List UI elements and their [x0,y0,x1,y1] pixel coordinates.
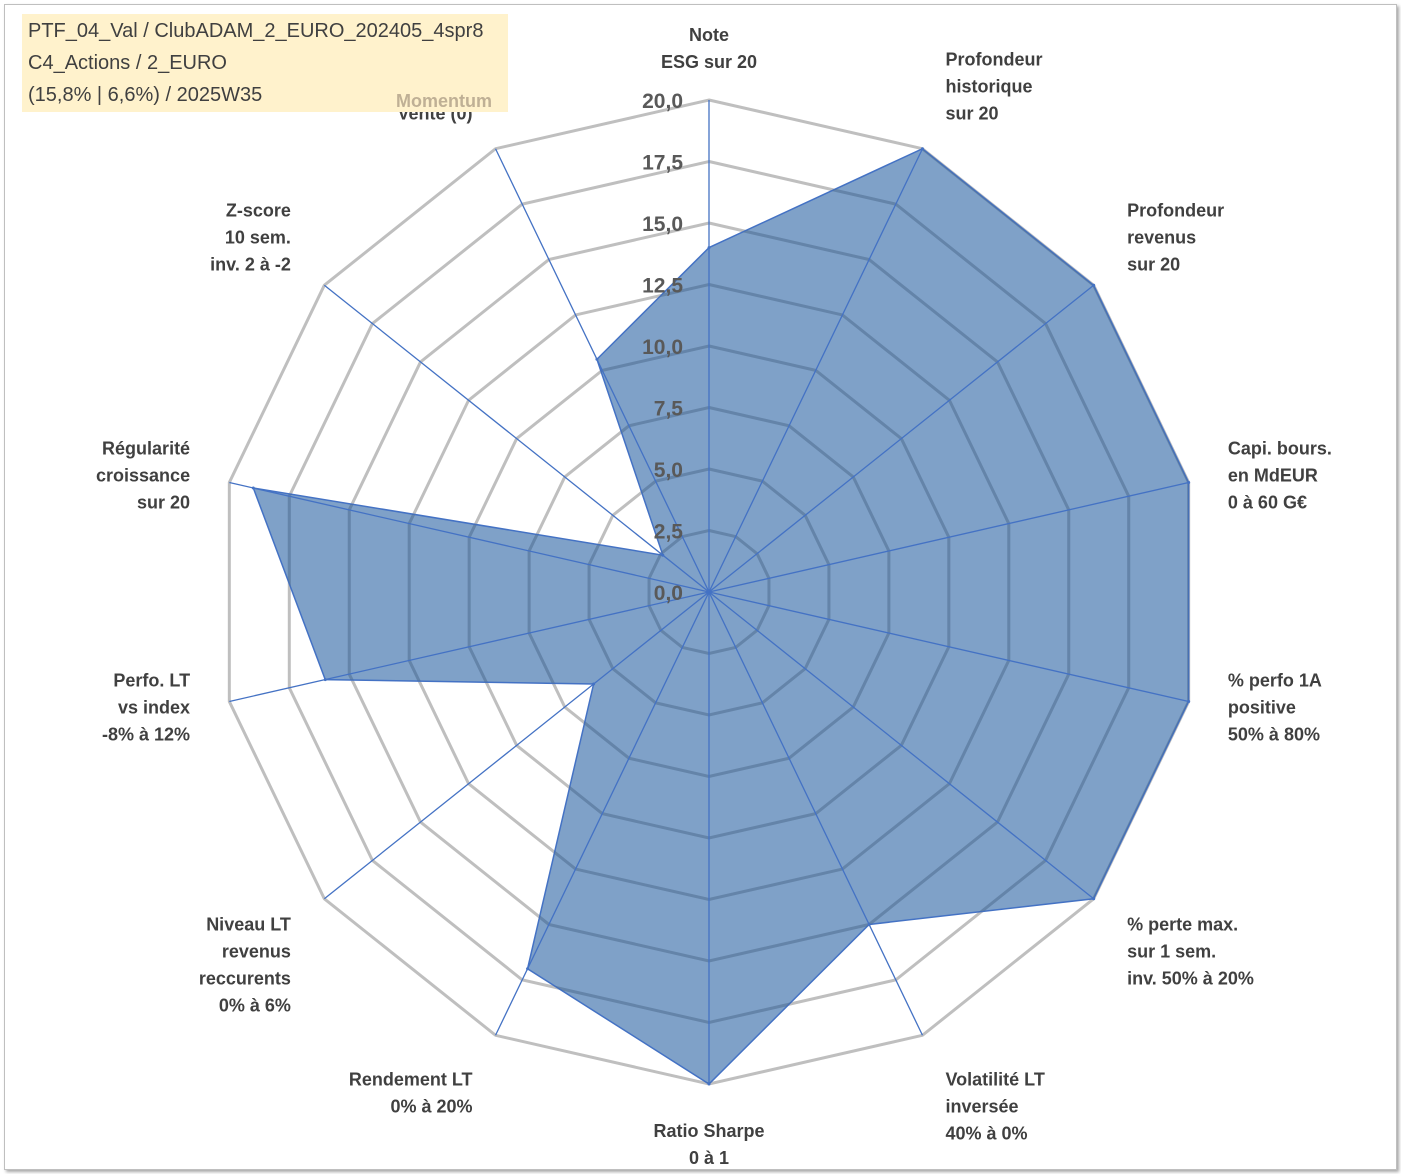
spoke-line [708,284,1095,593]
category-label-line: -8% à 12% [102,725,190,745]
category-label-line: Ratio Sharpe [653,1121,764,1141]
category-label-line: 0 à 60 G€ [1228,492,1307,512]
category-label-line: 10 sem. [225,228,291,248]
category-label: % perte max. sur 1 sem. inv. 50% à 20% [1127,914,1254,988]
category-label-line: Perfo. LT [113,671,190,691]
category-label-line: Note [689,25,729,45]
spoke-line [708,148,924,593]
portfolio-info-box: PTF_04_Val / ClubADAM_2_EURO_202405_4spr… [22,14,508,112]
category-label-line: inversée [945,1096,1018,1116]
spoke-line [229,481,710,593]
category-label: Volatilité LT inversée 40% à 0% [945,1069,1044,1143]
category-label: Note ESG sur 20 [661,25,757,72]
category-label-line: croissance [96,465,190,485]
tick-label: 7,5 [654,398,684,421]
category-label: Profondeur revenus sur 20 [1127,201,1224,275]
portfolio-class: C4_Actions / 2_EURO [28,52,227,74]
tick-label: 10,0 [642,336,683,359]
category-label-line: en MdEUR [1228,465,1318,485]
category-label-line: inv. 50% à 20% [1127,968,1254,988]
category-label-line: Z-score [226,201,291,221]
category-label: Capi. bours. en MdEUR 0 à 60 G€ [1228,438,1332,512]
category-label-line: sur 1 sem. [1127,941,1216,961]
category-label-line: revenus [222,941,291,961]
tick-label: 0,0 [654,582,683,605]
category-label-line: 0 à 1 [689,1148,729,1168]
category-label-line: 40% à 0% [945,1123,1027,1143]
spoke-line [229,591,710,703]
category-label-line: Capi. bours. [1228,438,1332,458]
category-label-line: ESG sur 20 [661,52,757,72]
category-label-line: Rendement LT [349,1069,473,1089]
category-label-line: Régularité [102,438,190,458]
tick-label: 20,0 [642,90,683,113]
category-label: Régularité croissance sur 20 [96,438,190,512]
spoke-line [708,591,1189,703]
category-label-line: positive [1228,698,1296,718]
category-label-line: % perfo 1A [1228,671,1322,691]
category-label-line: sur 20 [137,492,190,512]
category-label-line: Profondeur [945,50,1042,70]
tick-label: 12,5 [642,275,683,298]
category-label: Profondeur historique sur 20 [945,50,1042,124]
category-label-line: Niveau LT [206,914,291,934]
portfolio-stats: (15,8% | 6,6%) / 2025W35 [28,84,263,106]
category-label-line: reccurents [199,968,291,988]
tick-label: 5,0 [654,459,683,482]
category-label-line: sur 20 [945,104,998,124]
category-label: Z-score 10 sem. inv. 2 à -2 [210,201,291,275]
category-label: Ratio Sharpe 0 à 1 [653,1121,764,1168]
tick-label: 15,0 [642,213,683,236]
category-label: Rendement LT 0% à 20% [349,1069,473,1116]
category-label: % perfo 1A positive 50% à 80% [1228,671,1322,745]
category-label-line: historique [945,77,1032,97]
category-label: Niveau LT revenus reccurents 0% à 6% [199,914,291,1015]
category-label-line: 50% à 80% [1228,725,1320,745]
spoke-line [708,481,1189,593]
category-label-line: sur 20 [1127,255,1180,275]
category-label-line: vs index [118,698,190,718]
category-label-line: 0% à 20% [390,1096,472,1116]
spoke-line [708,591,1095,900]
category-label-line: inv. 2 à -2 [210,255,291,275]
spoke-line [708,591,924,1036]
spoke-line [323,284,710,593]
category-label-line: % perte max. [1127,914,1238,934]
category-label: Perfo. LT vs index -8% à 12% [102,671,190,745]
tick-label: 17,5 [642,152,683,175]
category-label-line: Profondeur [1127,201,1224,221]
spoke-line [494,591,710,1036]
category-label-line: 0% à 6% [219,995,291,1015]
category-label-line: revenus [1127,228,1196,248]
portfolio-name: PTF_04_Val / ClubADAM_2_EURO_202405_4spr… [28,20,484,42]
spoke-line [323,591,710,900]
tick-label: 2,5 [654,521,684,544]
radial-tick-labels: 0,0 2,5 5,0 7,5 10,0 12,5 15,0 17,5 20,0 [642,90,683,605]
momentum-label: Momentum [396,91,492,111]
spoke-line [494,148,710,593]
radar-spokes [229,100,1189,1084]
category-label-line: Volatilité LT [945,1069,1044,1089]
